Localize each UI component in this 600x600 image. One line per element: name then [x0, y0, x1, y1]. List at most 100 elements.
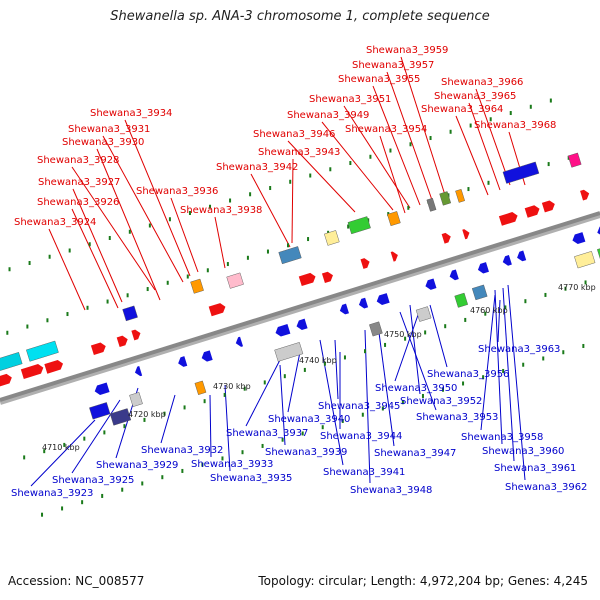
tick-dot — [148, 223, 151, 228]
tick-dot — [369, 154, 372, 159]
tick-dot — [181, 468, 184, 473]
gene-feature — [517, 250, 527, 262]
leader-line — [321, 121, 394, 211]
gene-arrow — [321, 271, 333, 284]
gene-box — [439, 191, 452, 206]
tick-dots — [6, 98, 587, 517]
gene-feature — [454, 292, 469, 308]
tick-dot — [504, 305, 507, 310]
tick-dot — [121, 487, 124, 492]
tick-dot — [469, 123, 472, 128]
tick-dot — [223, 392, 226, 397]
tick-dot — [389, 148, 392, 153]
gene-box — [274, 342, 304, 362]
gene-label-minus: Shewana3_3961 — [494, 463, 576, 474]
gene-label-minus: Shewana3_3935 — [210, 473, 292, 484]
tick-dot — [364, 349, 367, 354]
gene-arrow — [358, 297, 369, 309]
scale-label: 4720 kbp — [128, 410, 166, 419]
tick-dot — [101, 493, 104, 498]
tick-dot — [186, 274, 189, 279]
gene-arrow — [131, 329, 141, 341]
gene-label-minus: Shewana3_3945 — [318, 401, 400, 412]
scale-label: 4750 kbp — [384, 330, 422, 339]
tick-dot — [266, 249, 269, 254]
tick-dot — [269, 186, 272, 191]
gene-label-minus: Shewana3_3941 — [323, 467, 405, 478]
gene-arrow — [90, 342, 106, 356]
leader-line — [96, 148, 161, 301]
gene-label-plus: Shewana3_3931 — [68, 124, 150, 135]
tick-dot — [66, 312, 69, 317]
leader-line — [507, 284, 526, 481]
leader-line — [102, 135, 184, 283]
gene-feature — [477, 262, 489, 274]
leader-line — [468, 102, 501, 191]
gene-feature — [131, 329, 141, 341]
gene-arrow — [462, 229, 470, 240]
gene-box — [387, 211, 401, 227]
gene-feature — [572, 232, 586, 245]
gene-feature — [20, 364, 44, 379]
tick-dot — [63, 442, 66, 447]
gene-arrow — [449, 269, 459, 281]
tick-dot — [484, 311, 487, 316]
gene-feature — [369, 321, 383, 337]
tick-dot — [28, 260, 31, 265]
gene-label-plus: Shewana3_3957 — [352, 60, 434, 71]
leader-line — [377, 324, 395, 447]
gene-box — [89, 402, 111, 420]
gene-label-plus: Shewana3_3926 — [37, 197, 119, 208]
gene-feature — [360, 258, 370, 269]
gene-arrow — [275, 324, 291, 337]
tick-dot — [23, 455, 26, 460]
tick-dot — [249, 192, 252, 197]
gene-box — [122, 305, 138, 322]
leader-line — [379, 135, 406, 214]
leader-line — [502, 287, 515, 462]
gene-box — [129, 392, 143, 407]
gene-feature — [439, 191, 452, 206]
gene-label-minus: Shewana3_3944 — [320, 431, 402, 442]
leader-line — [291, 158, 294, 244]
tick-dot — [307, 237, 310, 242]
gene-box — [0, 352, 23, 372]
gene-label-plus: Shewana3_3966 — [441, 77, 523, 88]
gene-feature — [298, 272, 316, 287]
tick-dot — [347, 224, 350, 229]
tick-dot — [229, 198, 232, 203]
leader-line — [386, 71, 433, 201]
tick-dot — [161, 475, 164, 480]
tick-dot — [141, 481, 144, 486]
tick-dot — [221, 456, 224, 461]
gene-label-plus: Shewana3_3968 — [474, 120, 556, 131]
gene-box — [278, 246, 302, 265]
gene-feature — [226, 272, 244, 289]
leader-line — [30, 419, 96, 487]
tick-dot — [421, 393, 424, 398]
tick-dot — [8, 267, 11, 272]
tick-dot — [128, 229, 131, 234]
gene-arrow — [572, 232, 586, 245]
gene-feature — [122, 305, 138, 322]
tick-dot — [103, 430, 106, 435]
gene-box — [502, 161, 540, 184]
gene-box — [455, 188, 465, 203]
gene-feature — [471, 284, 488, 301]
tick-dot — [482, 375, 485, 380]
tick-dot — [303, 367, 306, 372]
gene-feature — [0, 373, 12, 387]
scale-label: 4770 kbp — [558, 283, 596, 292]
gene-label-plus: Shewana3_3959 — [366, 45, 448, 56]
tick-dot — [168, 217, 171, 222]
tick-dot — [582, 343, 585, 348]
gene-label-plus: Shewana3_3946 — [253, 129, 335, 140]
tick-dot — [409, 142, 412, 147]
scale-label: 4730 kbp — [213, 382, 251, 391]
tick-dot — [301, 431, 304, 436]
gene-arrow — [20, 364, 44, 379]
gene-arrow — [580, 189, 590, 201]
leader-line — [71, 208, 119, 309]
leader-line — [124, 119, 191, 277]
gene-feature — [441, 232, 451, 244]
